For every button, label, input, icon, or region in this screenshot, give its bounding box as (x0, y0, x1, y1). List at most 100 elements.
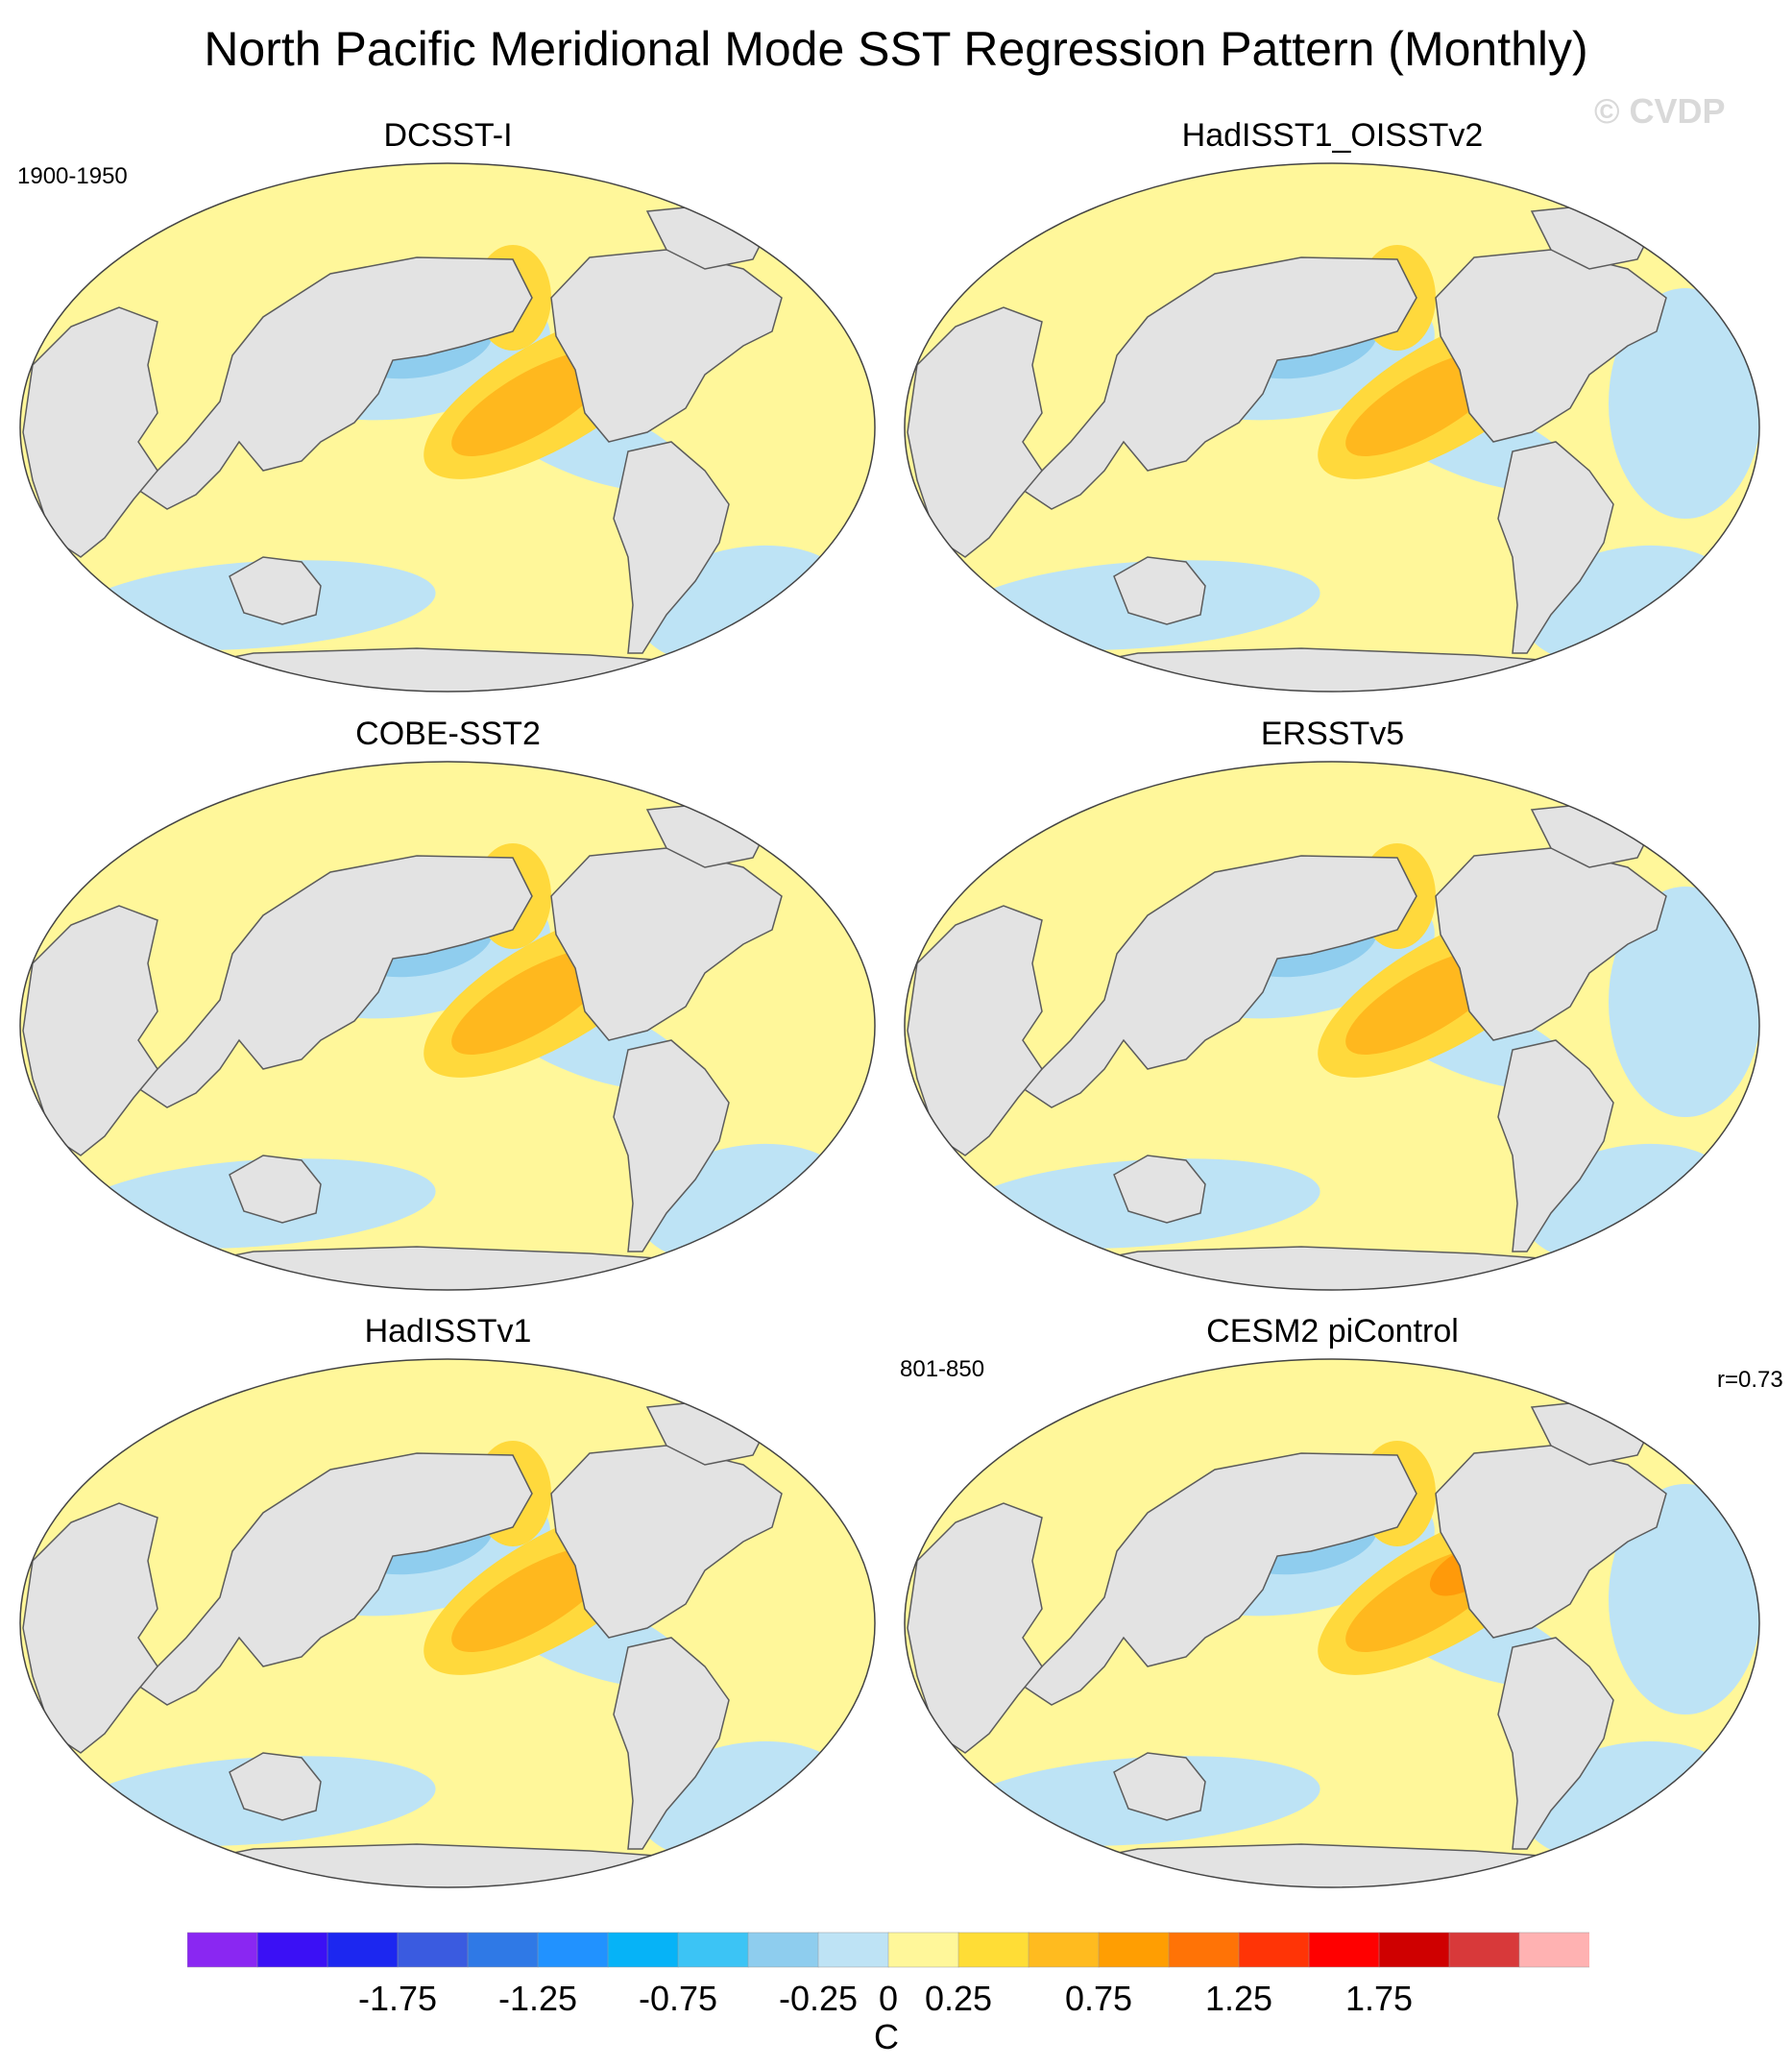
europeAfrica-landmass (22, 306, 158, 558)
antarctica-landmass (1012, 1843, 1648, 1887)
world-map (904, 1358, 1760, 1888)
southAmerica-landmass (613, 1637, 730, 1850)
colorbar-bin (747, 1932, 819, 1968)
europeAfrica-landmass (907, 306, 1043, 558)
figure-title: North Pacific Meridional Mode SST Regres… (204, 22, 1588, 76)
colorbar-bin (1098, 1932, 1170, 1968)
australia-landmass (1113, 1155, 1206, 1224)
colorbar-bin (817, 1932, 889, 1968)
asia-landmass (1021, 1452, 1417, 1706)
southAmerica-landmass (1497, 441, 1614, 654)
colorbar-bin (537, 1932, 609, 1968)
map-panel-cesm2-picontrol: CESM2 piControl (898, 1313, 1767, 1899)
southAmerica-landmass (613, 1039, 730, 1252)
colorbar-tick-label: 1.75 (1344, 1979, 1414, 2018)
antarctica-landmass (128, 647, 763, 692)
southAmerica-landmass (613, 441, 730, 654)
colorbar-tick-label: 0.25 (924, 1979, 993, 2018)
colorbar (187, 1932, 1589, 1968)
colorbar-bin (1448, 1932, 1520, 1968)
antarctica-landmass (1012, 647, 1648, 692)
copyright-watermark: © CVDP (1594, 91, 1726, 131)
southAmerica-landmass (1497, 1039, 1614, 1252)
colorbar-bin (1028, 1932, 1100, 1968)
colorbar-bin (1308, 1932, 1380, 1968)
northAmerica-landmass (550, 1445, 783, 1639)
colorbar-bin (887, 1932, 959, 1968)
map-border (904, 761, 1760, 1291)
australia-landmass (1113, 1752, 1206, 1821)
australia-landmass (1113, 556, 1206, 625)
northAmerica-landmass (1435, 1445, 1667, 1639)
colorbar-bin (1168, 1932, 1240, 1968)
asia-landmass (1021, 855, 1417, 1108)
colorbar-tick-label: 0 (878, 1979, 899, 2018)
europeAfrica-landmass (907, 1502, 1043, 1754)
antarctica-landmass (1012, 1246, 1648, 1290)
map-panel-cobe-sst2: COBE-SST2 (13, 716, 883, 1301)
map-border (904, 162, 1760, 693)
map-border (19, 1358, 876, 1888)
colorbar-bin (1238, 1932, 1310, 1968)
map-panel-dcsst-i: DCSST-I (13, 117, 883, 703)
subtropical-warm-core (451, 1546, 613, 1652)
colorbar-bin (677, 1932, 749, 1968)
panel-title: CESM2 piControl (1206, 1313, 1459, 1350)
colorbar-bin (467, 1932, 539, 1968)
colorbar-tick-label: 1.25 (1204, 1979, 1273, 2018)
atlantic-cool-anomaly (1609, 887, 1759, 1117)
model-period-label: 801-850 (900, 1356, 985, 1382)
asia-landmass (136, 1452, 533, 1706)
map-border (904, 1358, 1760, 1888)
australia-landmass (229, 1155, 322, 1224)
pattern-correlation-label: r=0.73 (1717, 1367, 1783, 1393)
colorbar-unit: C (874, 2017, 899, 2056)
map-border (19, 761, 876, 1291)
colorbar-bin (1518, 1932, 1589, 1968)
subtropical-warm-core (451, 351, 613, 456)
map-panel-hadisst1-oisstv2: HadISST1_OISSTv2 (898, 117, 1767, 703)
antarctica-landmass (128, 1843, 763, 1887)
antarctica-landmass (128, 1246, 763, 1290)
northAmerica-landmass (550, 249, 783, 443)
colorbar-tick-label: -0.75 (638, 1979, 718, 2018)
colorbar-bin (397, 1932, 469, 1968)
europeAfrica-landmass (22, 905, 158, 1156)
europeAfrica-landmass (907, 905, 1043, 1156)
subtropical-warm-core (451, 949, 613, 1055)
northAmerica-landmass (550, 847, 783, 1041)
panel-title: ERSSTv5 (1260, 716, 1405, 752)
australia-landmass (229, 1752, 322, 1821)
asia-landmass (136, 256, 533, 510)
world-map (904, 162, 1760, 693)
northAmerica-landmass (1435, 249, 1667, 443)
colorbar-bin (957, 1932, 1029, 1968)
atlantic-cool-anomaly (1609, 288, 1759, 519)
obs-period-label: 1900-1950 (17, 163, 128, 189)
panel-title: HadISST1_OISSTv2 (1181, 117, 1484, 154)
map-panel-ersstv5: ERSSTv5 (898, 716, 1767, 1301)
northAmerica-landmass (1435, 847, 1667, 1041)
colorbar-bin (187, 1932, 258, 1968)
colorbar-bin (1378, 1932, 1450, 1968)
map-border (19, 162, 876, 693)
world-map (19, 1358, 876, 1888)
atlantic-cool-anomaly (1609, 1484, 1759, 1714)
world-map (904, 761, 1760, 1291)
colorbar-bin (327, 1932, 399, 1968)
colorbar-bin (256, 1932, 328, 1968)
panel-title: COBE-SST2 (355, 716, 541, 752)
asia-landmass (136, 855, 533, 1108)
colorbar-bin (607, 1932, 679, 1968)
colorbar-tick-label: -0.25 (778, 1979, 859, 2018)
world-map (19, 761, 876, 1291)
colorbar-tick-label: -1.25 (497, 1979, 578, 2018)
europeAfrica-landmass (22, 1502, 158, 1754)
colorbar-tick-label: 0.75 (1064, 1979, 1133, 2018)
southAmerica-landmass (1497, 1637, 1614, 1850)
panel-title: HadISSTv1 (364, 1313, 532, 1350)
map-panel-hadisstv1: HadISSTv1 (13, 1313, 883, 1899)
australia-landmass (229, 556, 322, 625)
colorbar-tick-label: -1.75 (357, 1979, 438, 2018)
asia-landmass (1021, 256, 1417, 510)
